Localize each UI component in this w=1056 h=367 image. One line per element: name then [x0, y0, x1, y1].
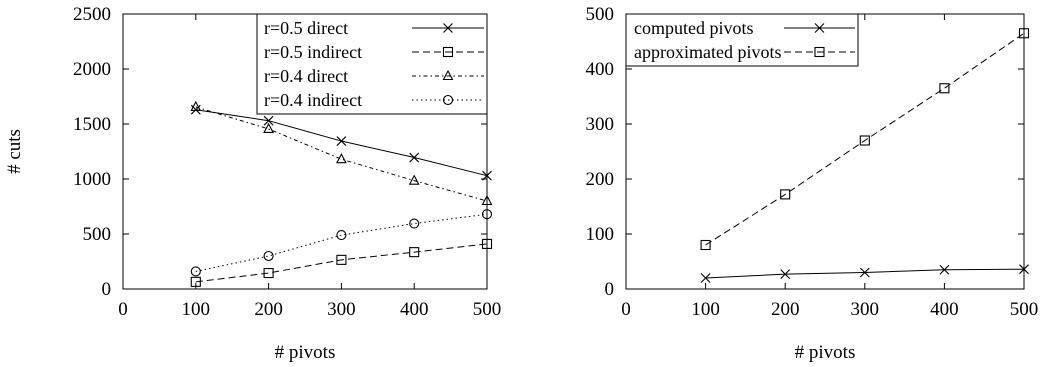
- chart-1: 0 100 200 300 400 500 0 500 1000 1500 2000 2500 # pi…: [4, 4, 501, 363]
- data-point: [481, 194, 493, 206]
- data-point: [700, 273, 711, 283]
- series-line: [195, 243, 488, 283]
- data-point: [939, 83, 950, 94]
- y-tick-label: 2500: [73, 4, 111, 25]
- data-point: [859, 267, 870, 278]
- x-axis-title: # pivots: [795, 342, 856, 363]
- data-point: [409, 152, 420, 163]
- x-tick-label: 300: [327, 299, 356, 320]
- legend-label: approximated pivots: [634, 42, 781, 62]
- data-point: [190, 100, 202, 111]
- data-point: [408, 174, 420, 185]
- series-line: [195, 213, 488, 272]
- legend-marker: [442, 46, 454, 58]
- x-tick-label: 100: [182, 299, 211, 320]
- data-point: [481, 238, 493, 249]
- legend-box: [625, 13, 859, 67]
- data-point: [336, 136, 347, 146]
- data-point: [939, 264, 950, 275]
- x-axis-title: # pivots: [275, 342, 336, 363]
- data-point: [335, 153, 347, 164]
- y-tick-label: 500: [83, 224, 112, 245]
- x-tick-label: 200: [254, 299, 283, 320]
- chart-2: 0 100 200 300 400 500 0 100 200 300 400 500 # pivots…: [586, 4, 1039, 363]
- legend-label: r=0.5 direct: [264, 18, 348, 38]
- x-tick-label: 0: [118, 299, 128, 320]
- series-r-0-5-direct: [190, 104, 492, 181]
- legend: computed pivots approximated pivots: [625, 13, 859, 67]
- x-tick-label: 500: [473, 299, 502, 320]
- x-tick-label: 400: [400, 299, 429, 320]
- series-r-0-4-indirect: [190, 209, 493, 277]
- legend-marker: [442, 69, 454, 81]
- legend-marker: [442, 94, 454, 106]
- series-r-0-4-direct: [190, 100, 493, 206]
- y-tick-label: 1000: [73, 169, 111, 190]
- data-point: [263, 267, 274, 279]
- series-computed-pivots: [700, 264, 1029, 283]
- data-point: [263, 115, 274, 126]
- data-point: [336, 230, 347, 241]
- x-tick-label: 300: [851, 299, 880, 320]
- y-tick-label: 100: [586, 224, 615, 245]
- y-tick-label: 0: [605, 279, 615, 300]
- y-axis-title: # cuts: [4, 129, 25, 174]
- y-tick-label: 300: [586, 114, 615, 135]
- data-point: [190, 276, 201, 287]
- data-point: [263, 122, 275, 133]
- series-line: [705, 32, 1025, 246]
- series-r-0-5-indirect: [190, 238, 493, 287]
- legend: r=0.5 direct r=0.5 indirect r=0.4 direct r=…: [256, 13, 488, 115]
- y-tick-label: 1500: [73, 114, 111, 135]
- data-point: [1018, 28, 1030, 39]
- data-point: [780, 269, 791, 280]
- series-line: [195, 109, 488, 177]
- x-tick-label: 0: [621, 299, 631, 320]
- legend-label: computed pivots: [634, 18, 754, 38]
- y-tick-label: 400: [586, 59, 615, 80]
- data-point: [263, 250, 274, 262]
- legend-marker: [443, 23, 453, 33]
- series-line: [705, 268, 1025, 279]
- y-tick-label: 0: [102, 279, 112, 300]
- data-point: [1019, 264, 1029, 275]
- x-tick-label: 200: [771, 299, 800, 320]
- data-point: [700, 239, 711, 251]
- data-point: [190, 266, 201, 277]
- x-tick-label: 100: [691, 299, 720, 320]
- data-point: [409, 218, 420, 229]
- data-point: [409, 247, 420, 258]
- y-tick-label: 500: [586, 4, 615, 25]
- data-point: [780, 189, 791, 200]
- x-tick-label: 500: [1010, 299, 1039, 320]
- y-tick-label: 2000: [73, 59, 111, 80]
- series-line: [195, 106, 488, 202]
- data-point: [481, 209, 493, 220]
- y-tick-label: 200: [586, 169, 615, 190]
- legend-label: r=0.5 indirect: [264, 42, 362, 62]
- series-approximated-pivots: [700, 28, 1030, 251]
- legend-box: [256, 13, 488, 115]
- data-point: [336, 254, 347, 265]
- legend-marker: [814, 23, 825, 33]
- data-point: [859, 135, 870, 146]
- legend-label: r=0.4 direct: [264, 66, 348, 86]
- x-tick-label: 400: [930, 299, 959, 320]
- legend-label: r=0.4 indirect: [264, 90, 362, 110]
- data-point: [482, 170, 492, 181]
- legend-marker: [814, 46, 825, 58]
